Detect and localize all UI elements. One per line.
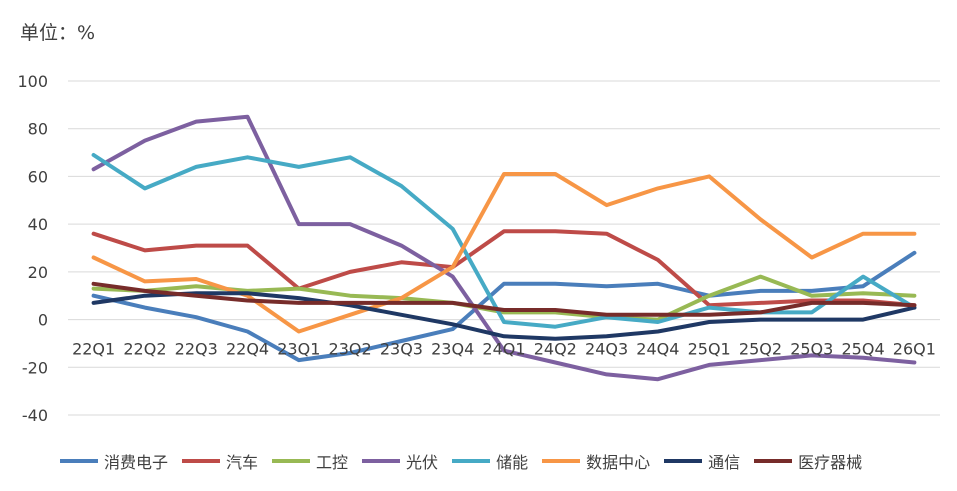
legend-item: 工控 xyxy=(272,449,348,473)
series-line-储能 xyxy=(91,153,917,329)
y-tick-label: -20 xyxy=(22,358,48,377)
legend-swatch xyxy=(272,459,311,463)
legend-item: 储能 xyxy=(452,449,528,473)
series-line-数据中心 xyxy=(91,172,917,334)
legend-item: 通信 xyxy=(664,449,740,473)
legend-swatch xyxy=(542,459,581,463)
x-tick-label: 22Q4 xyxy=(226,340,269,359)
x-tick-label: 24Q4 xyxy=(636,340,679,359)
x-tick-label: 22Q3 xyxy=(175,340,218,359)
legend-label: 汽车 xyxy=(226,453,259,472)
x-tick-label: 25Q1 xyxy=(688,340,731,359)
y-tick-label: 100 xyxy=(17,72,48,91)
y-tick-label: -40 xyxy=(22,406,48,425)
x-tick-label: 22Q1 xyxy=(72,340,115,359)
legend-item: 汽车 xyxy=(182,449,258,473)
legend-label: 光伏 xyxy=(406,453,439,472)
legend-label: 消费电子 xyxy=(104,453,169,472)
series-line-光伏 xyxy=(91,114,917,382)
legend-label: 数据中心 xyxy=(586,453,651,472)
x-tick-label: 24Q3 xyxy=(585,340,628,359)
x-tick-label: 23Q3 xyxy=(380,340,423,359)
y-tick-label: 40 xyxy=(28,215,48,234)
series-line-医疗器械 xyxy=(91,281,917,317)
series-line-消费电子 xyxy=(91,250,917,363)
legend-item: 医疗器械 xyxy=(754,449,862,473)
x-tick-label: 25Q4 xyxy=(841,340,884,359)
legend-item: 消费电子 xyxy=(60,449,168,473)
legend-swatch xyxy=(754,459,793,463)
x-tick-label: 26Q1 xyxy=(893,340,936,359)
x-tick-label: 23Q2 xyxy=(329,340,372,359)
legend-item: 光伏 xyxy=(362,449,438,473)
y-tick-label: 80 xyxy=(28,120,48,139)
series-line-通信 xyxy=(91,291,917,341)
unit-label: 单位：% xyxy=(20,22,96,44)
x-tick-label: 23Q1 xyxy=(277,340,320,359)
legend-label: 储能 xyxy=(496,453,529,472)
x-tick-label: 25Q2 xyxy=(739,340,782,359)
x-tick-label: 24Q2 xyxy=(534,340,577,359)
legend: 消费电子 汽车 工控 光伏 储能 数据中心 通信 医疗器械 xyxy=(60,449,940,473)
series-lines xyxy=(91,114,917,382)
legend-swatch xyxy=(452,459,491,463)
y-axis-ticks: -40 -20 0 20 40 60 80 100 xyxy=(17,72,48,425)
legend-swatch xyxy=(362,459,401,463)
x-tick-label: 23Q4 xyxy=(431,340,474,359)
x-axis-ticks: 22Q1 22Q2 22Q3 22Q4 23Q1 23Q2 23Q3 23Q4 24Q1 24Q2… xyxy=(72,340,936,359)
series-line-汽车 xyxy=(91,229,917,308)
legend-swatch xyxy=(182,459,221,463)
x-tick-label: 24Q1 xyxy=(482,340,525,359)
grid-lines xyxy=(68,80,940,416)
legend-label: 工控 xyxy=(316,453,349,472)
y-tick-label: 0 xyxy=(38,311,48,330)
legend-swatch xyxy=(60,459,98,463)
legend-label: 医疗器械 xyxy=(798,453,863,472)
legend-item: 数据中心 xyxy=(542,449,650,473)
x-tick-label: 25Q3 xyxy=(790,340,833,359)
legend-label: 通信 xyxy=(708,453,741,472)
y-tick-label: 60 xyxy=(28,167,48,186)
legend-swatch xyxy=(664,459,703,463)
y-tick-label: 20 xyxy=(28,263,48,282)
x-tick-label: 22Q2 xyxy=(123,340,166,359)
